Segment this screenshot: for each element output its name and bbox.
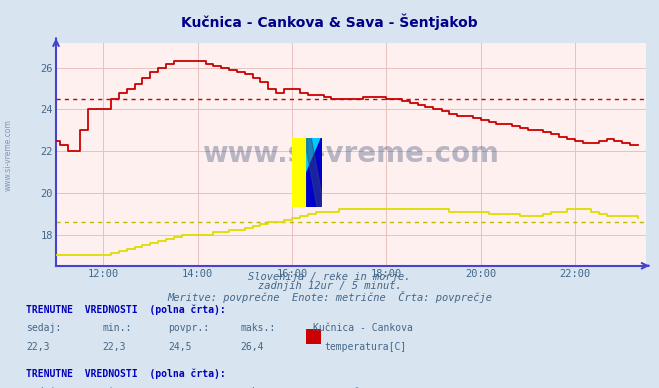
Text: 22,3: 22,3 <box>102 342 126 352</box>
Text: Slovenija / reke in morje.: Slovenija / reke in morje. <box>248 272 411 282</box>
Text: Meritve: povprečne  Enote: metrične  Črta: povprečje: Meritve: povprečne Enote: metrične Črta:… <box>167 291 492 303</box>
Text: www.si-vreme.com: www.si-vreme.com <box>202 140 500 168</box>
Text: povpr.:: povpr.: <box>168 323 209 333</box>
Polygon shape <box>307 138 322 173</box>
Text: min.:: min.: <box>102 323 132 333</box>
Text: povpr.:: povpr.: <box>168 387 209 388</box>
Polygon shape <box>307 138 322 208</box>
Text: sedaj:: sedaj: <box>26 323 61 333</box>
Text: maks.:: maks.: <box>241 323 275 333</box>
Text: TRENUTNE  VREDNOSTI  (polna črta):: TRENUTNE VREDNOSTI (polna črta): <box>26 368 226 379</box>
Bar <box>292 138 307 208</box>
Text: 22,3: 22,3 <box>26 342 50 352</box>
Text: 26,4: 26,4 <box>241 342 264 352</box>
Text: www.si-vreme.com: www.si-vreme.com <box>3 119 13 191</box>
Text: Kučnica - Cankova: Kučnica - Cankova <box>313 323 413 333</box>
Polygon shape <box>307 138 322 208</box>
Text: temperatura[C]: temperatura[C] <box>325 342 407 352</box>
Text: min.:: min.: <box>102 387 132 388</box>
Text: Kučnica - Cankova & Sava - Šentjakob: Kučnica - Cankova & Sava - Šentjakob <box>181 14 478 30</box>
Text: sedaj:: sedaj: <box>26 387 61 388</box>
Text: zadnjih 12ur / 5 minut.: zadnjih 12ur / 5 minut. <box>258 281 401 291</box>
Text: TRENUTNE  VREDNOSTI  (polna črta):: TRENUTNE VREDNOSTI (polna črta): <box>26 305 226 315</box>
Text: Sava - Šentjakob: Sava - Šentjakob <box>313 387 407 388</box>
Text: maks.:: maks.: <box>241 387 275 388</box>
Text: 24,5: 24,5 <box>168 342 192 352</box>
